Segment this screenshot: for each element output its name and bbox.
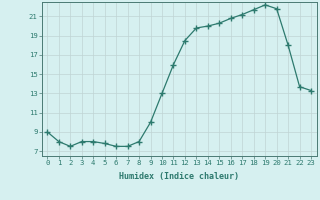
X-axis label: Humidex (Indice chaleur): Humidex (Indice chaleur) bbox=[119, 172, 239, 181]
